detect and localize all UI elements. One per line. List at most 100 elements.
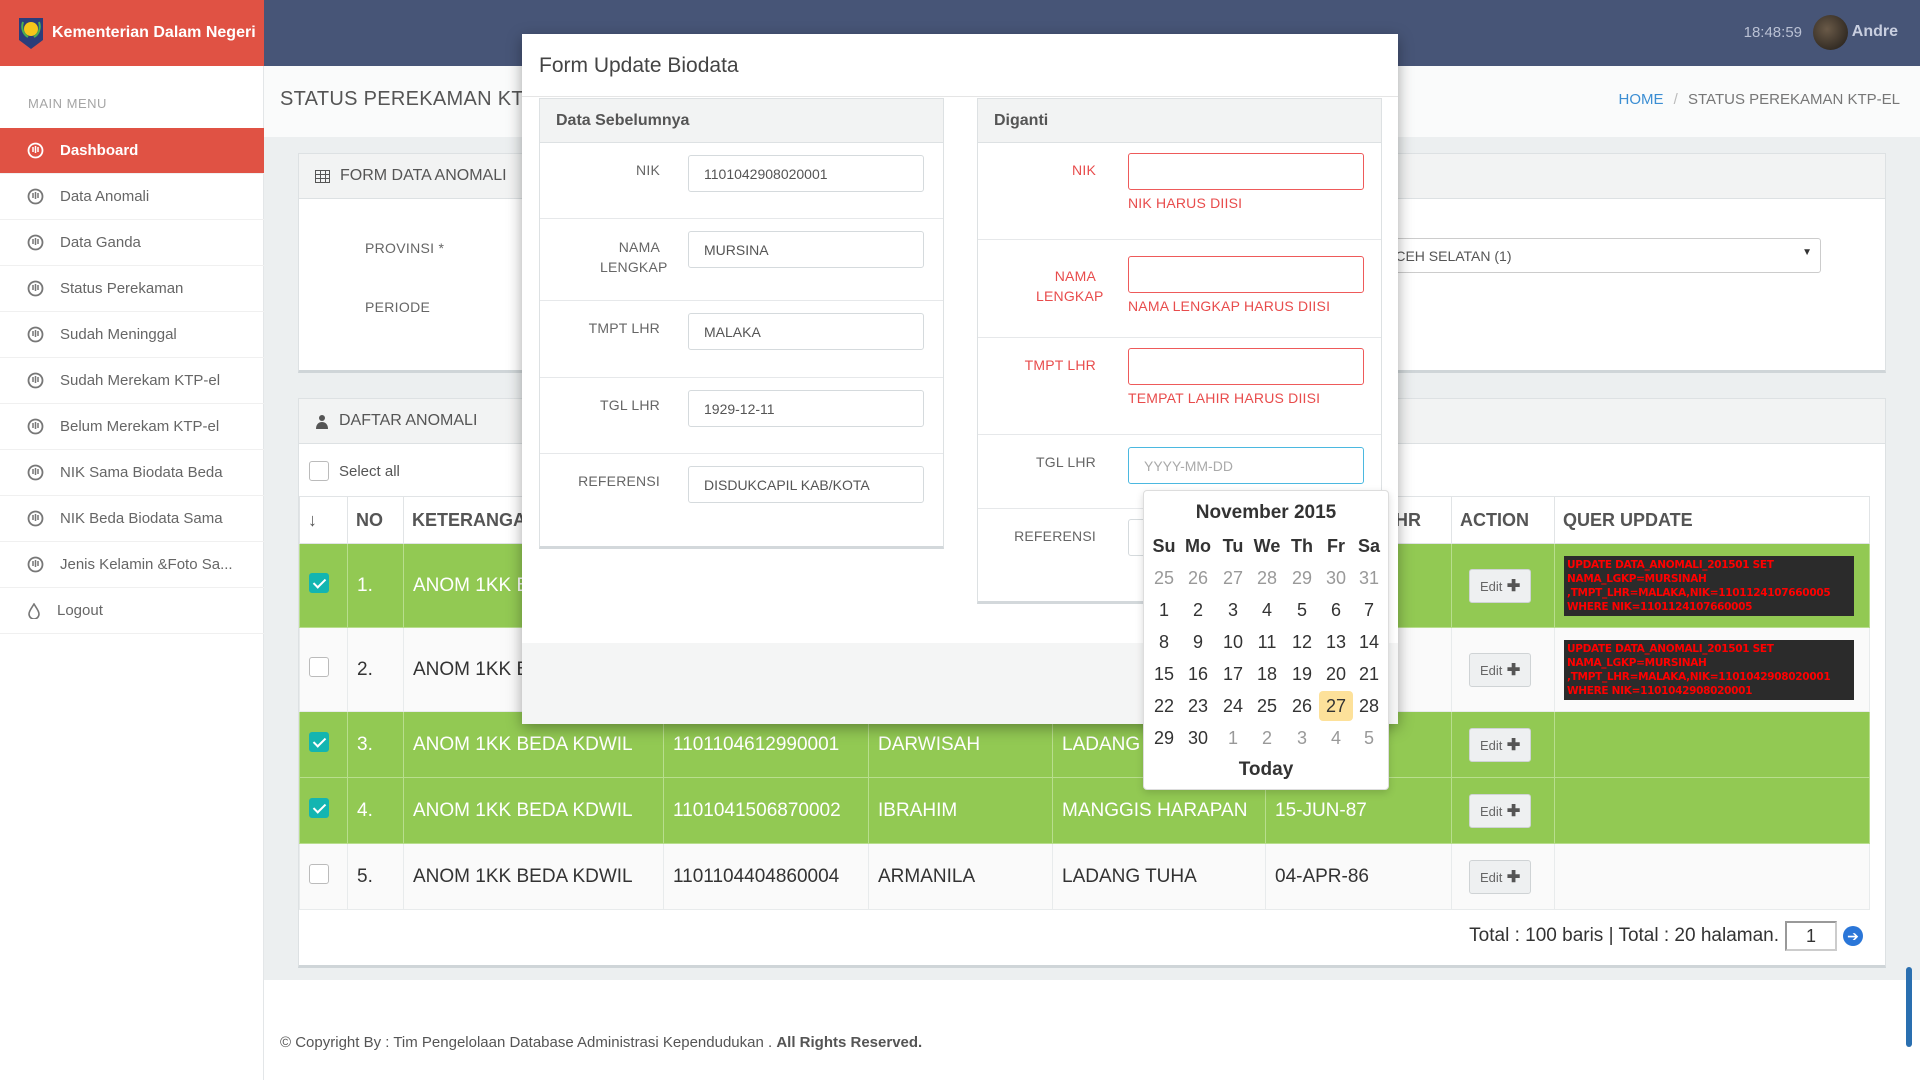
calendar-day[interactable]: 31 <box>1358 568 1380 588</box>
brand-logo-area[interactable]: Kementerian Dalam Negeri <box>0 0 264 66</box>
calendar-day[interactable]: 11 <box>1257 632 1277 652</box>
sidebar-item-data-ganda[interactable]: Data Ganda <box>0 220 264 266</box>
calendar-day[interactable]: 25 <box>1153 568 1175 588</box>
sidebar-item-label: Dashboard <box>60 142 139 159</box>
edit-button[interactable]: Edit ✚ <box>1469 859 1532 894</box>
calendar-day[interactable]: 27 <box>1222 568 1244 588</box>
calendar-day[interactable]: 30 <box>1325 568 1347 588</box>
calendar-day[interactable]: 2 <box>1261 728 1272 748</box>
breadcrumb-home[interactable]: HOME <box>1618 91 1664 108</box>
rights-text: All Rights Reserved. <box>776 1034 923 1051</box>
sidebar-item-sudah-merekam-ktp-el[interactable]: Sudah Merekam KTP-el <box>0 358 264 404</box>
calendar-day[interactable]: 4 <box>1330 728 1341 748</box>
left-field-nik: NIK 1101042908020001 <box>540 143 943 219</box>
calendar-day[interactable]: 22 <box>1153 696 1175 716</box>
calendar-day[interactable]: 29 <box>1291 568 1313 588</box>
calendar-day[interactable]: 4 <box>1261 600 1272 620</box>
select-all[interactable]: Select all <box>309 461 400 481</box>
provinsi-select[interactable]: ACEH SELATAN (1) ▼ <box>1359 238 1821 273</box>
calendar-day[interactable]: 6 <box>1330 600 1341 620</box>
row-checkbox[interactable] <box>309 572 329 593</box>
calendar-day[interactable]: 28 <box>1358 696 1380 716</box>
calendar-day[interactable]: 16 <box>1187 664 1209 684</box>
dashboard-icon <box>27 142 44 159</box>
dashboard-icon <box>27 188 44 205</box>
calendar-day[interactable]: 5 <box>1363 728 1374 748</box>
calendar-day[interactable]: 30 <box>1187 728 1209 748</box>
edit-button[interactable]: Edit ✚ <box>1469 727 1532 762</box>
calendar-day[interactable]: 1 <box>1158 600 1169 620</box>
calendar-day[interactable]: 17 <box>1222 664 1244 684</box>
field-input[interactable]: MURSINA <box>688 231 924 268</box>
field-input[interactable]: MALAKA <box>688 313 924 350</box>
modal-header-divider <box>522 96 1398 97</box>
sidebar-item-belum-merekam-ktp-el[interactable]: Belum Merekam KTP-el <box>0 404 264 450</box>
calendar-day[interactable]: 19 <box>1291 664 1313 684</box>
pagination-summary: Total : 100 baris | Total : 20 halaman. <box>1469 925 1779 946</box>
calendar-day[interactable]: 25 <box>1256 696 1278 716</box>
calendar-day[interactable]: 23 <box>1187 696 1209 716</box>
calendar-day[interactable]: 26 <box>1187 568 1209 588</box>
sidebar-item-status-perekaman[interactable]: Status Perekaman <box>0 266 264 312</box>
calendar-day[interactable]: 10 <box>1222 632 1244 652</box>
column-header-0[interactable]: ↓ <box>299 496 348 544</box>
calendar-day[interactable]: 14 <box>1358 632 1380 652</box>
calendar-month-title[interactable]: November 2015 <box>1195 502 1337 523</box>
sidebar-item-logout[interactable]: Logout <box>0 588 264 634</box>
calendar-day[interactable]: 15 <box>1153 664 1175 684</box>
calendar-day[interactable]: 2 <box>1192 600 1203 620</box>
field-input[interactable] <box>1128 348 1364 385</box>
sidebar-item-data-anomali[interactable]: Data Anomali <box>0 174 264 220</box>
calendar-day[interactable]: 7 <box>1363 600 1374 620</box>
field-input[interactable]: 1101042908020001 <box>688 155 924 192</box>
calendar-day[interactable]: 3 <box>1227 600 1238 620</box>
calendar-day[interactable]: 3 <box>1296 728 1307 748</box>
row-checkbox[interactable] <box>309 797 329 818</box>
sidebar-item-jenis-kelamin-foto-sa[interactable]: Jenis Kelamin &Foto Sa... <box>0 542 264 588</box>
calendar-day[interactable]: 29 <box>1153 728 1175 748</box>
edit-label: Edit <box>1480 869 1503 885</box>
page-number-input[interactable]: 1 <box>1785 921 1837 951</box>
field-input[interactable] <box>1128 256 1364 293</box>
edit-button[interactable]: Edit ✚ <box>1469 793 1532 828</box>
field-label: TMPT LHR <box>1024 357 1096 373</box>
calendar-day[interactable]: 5 <box>1296 600 1307 620</box>
calendar-day[interactable]: 8 <box>1158 632 1169 652</box>
calendar-day[interactable]: 21 <box>1358 664 1380 684</box>
calendar-day[interactable]: 18 <box>1256 664 1278 684</box>
sidebar-item-sudah-meninggal[interactable]: Sudah Meninggal <box>0 312 264 358</box>
calendar-day[interactable]: 24 <box>1222 696 1244 716</box>
go-arrow-icon[interactable]: ➔ <box>1843 926 1863 946</box>
calendar-day[interactable]: 26 <box>1291 696 1313 716</box>
field-input[interactable]: DISDUKCAPIL KAB/KOTA <box>688 466 924 503</box>
field-label: NAMA LENGKAP <box>600 239 668 275</box>
calendar-day[interactable]: 13 <box>1325 632 1347 652</box>
calendar-day[interactable]: 1 <box>1227 728 1238 748</box>
avatar[interactable] <box>1813 15 1848 50</box>
row-checkbox[interactable] <box>309 863 329 884</box>
row-checkbox[interactable] <box>309 656 329 677</box>
sidebar-item-nik-beda-biodata-sama[interactable]: NIK Beda Biodata Sama <box>0 496 264 542</box>
scrollbar[interactable] <box>1906 967 1912 1047</box>
sidebar-item-nik-sama-biodata-beda[interactable]: NIK Sama Biodata Beda <box>0 450 264 496</box>
field-input[interactable]: 1929-12-11 <box>688 390 924 427</box>
row-checkbox[interactable] <box>309 731 329 752</box>
weekday-header: Su <box>1152 536 1176 556</box>
table-row: 4. ANOM 1KK BEDA KDWIL 1101041506870002 IBR… <box>299 777 1870 844</box>
select-all-checkbox[interactable] <box>309 461 329 481</box>
calendar-day[interactable]: 28 <box>1256 568 1278 588</box>
sidebar-item-dashboard[interactable]: Dashboard <box>0 128 264 174</box>
cell-no: 1. <box>347 543 404 628</box>
calendar-day[interactable]: 9 <box>1192 632 1203 652</box>
calendar-today-button[interactable]: Today <box>1238 759 1294 780</box>
calendar-day[interactable]: 20 <box>1325 664 1347 684</box>
edit-button[interactable]: Edit ✚ <box>1469 568 1532 603</box>
calendar-day-today[interactable]: 27 <box>1319 691 1353 721</box>
copyright-text: © Copyright By : Tim Pengelolaan Databas… <box>280 1034 773 1051</box>
field-input[interactable]: YYYY-MM-DD <box>1128 447 1364 484</box>
calendar-day[interactable]: 12 <box>1291 632 1313 652</box>
user-name[interactable]: Andre <box>1851 23 1898 40</box>
edit-button[interactable]: Edit ✚ <box>1469 652 1532 687</box>
edit-label: Edit <box>1480 662 1503 678</box>
field-input[interactable] <box>1128 153 1364 190</box>
